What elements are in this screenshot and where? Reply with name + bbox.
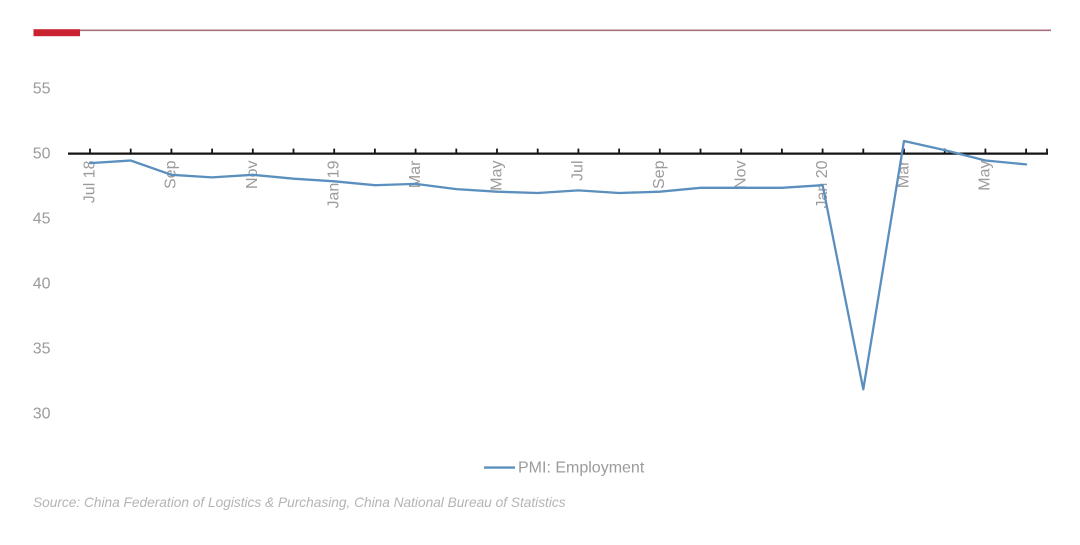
svg-text:Jul 18: Jul 18 [81, 160, 98, 203]
svg-text:50: 50 [33, 145, 51, 162]
svg-text:Jul: Jul [570, 161, 587, 181]
svg-text:55: 55 [33, 80, 51, 97]
svg-text:35: 35 [33, 340, 51, 357]
svg-text:45: 45 [33, 210, 51, 227]
svg-text:May: May [977, 161, 994, 191]
svg-text:May: May [488, 161, 505, 191]
svg-text:Source: China Federation of Lo: Source: China Federation of Logistics & … [33, 495, 566, 510]
svg-text:Sep: Sep [651, 160, 668, 189]
svg-text:PMI: Employment: PMI: Employment [518, 460, 645, 477]
svg-text:30: 30 [33, 405, 51, 422]
svg-text:40: 40 [33, 275, 51, 292]
svg-text:Nov: Nov [733, 161, 750, 189]
svg-text:Mar: Mar [407, 160, 424, 188]
svg-text:Jan 19: Jan 19 [326, 160, 343, 208]
